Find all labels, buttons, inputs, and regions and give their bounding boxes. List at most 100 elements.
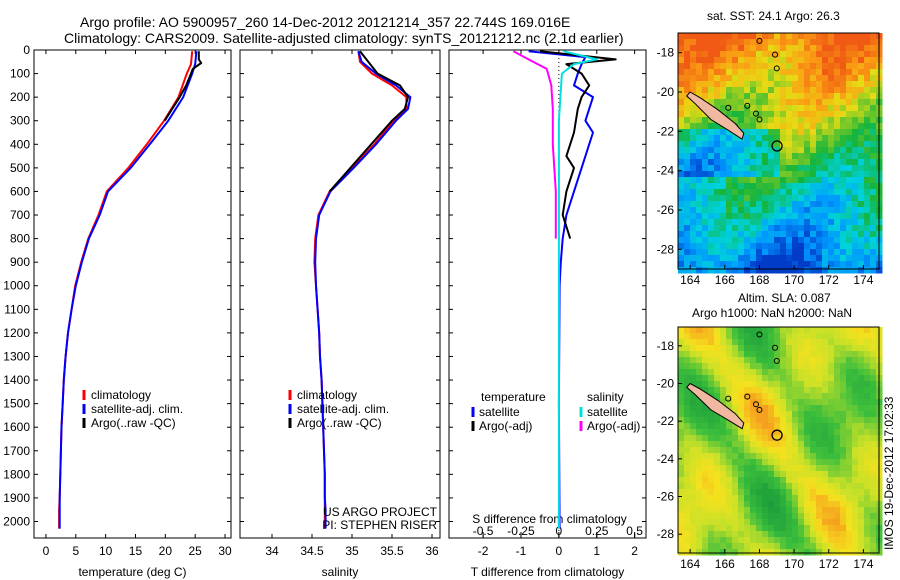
map-cell [690, 465, 697, 472]
x-tick-label: 30 [218, 544, 232, 558]
map-cell [732, 423, 739, 430]
map-cell [768, 447, 775, 454]
map-cell [720, 129, 727, 136]
map-cell [804, 255, 811, 262]
map-cell [858, 201, 865, 208]
map-cell [792, 513, 799, 520]
map-cell [714, 33, 721, 40]
map-cell [714, 483, 721, 490]
map-cell [792, 327, 799, 334]
map-cell [744, 513, 751, 520]
map-cell [702, 255, 709, 262]
map-cell [678, 327, 685, 334]
map-cell [822, 423, 829, 430]
map-cell [828, 513, 835, 520]
map-cell [762, 255, 769, 262]
map-cell [792, 435, 799, 442]
map-cell [714, 537, 721, 544]
map-cell [828, 147, 835, 154]
map-cell [834, 381, 841, 388]
map-cell [696, 477, 703, 484]
map-cell [840, 381, 847, 388]
map-cell [864, 189, 871, 196]
map-cell [870, 375, 877, 382]
map-cell [768, 99, 775, 106]
map-cell [846, 87, 853, 94]
map-cell [816, 537, 823, 544]
map-cell [786, 531, 793, 538]
map-cell [708, 45, 715, 52]
map-cell [768, 357, 775, 364]
map-cell [816, 243, 823, 250]
map-cell [726, 69, 733, 76]
legend-label: satellite-adj. clim. [91, 402, 183, 416]
map-cell [822, 63, 829, 70]
map-cell [870, 237, 877, 244]
map-cell [810, 369, 817, 376]
map-cell [750, 417, 757, 424]
map-cell [846, 243, 853, 250]
map-cell [714, 375, 721, 382]
map-cell [822, 135, 829, 142]
map-cell [840, 117, 847, 124]
map-cell [708, 165, 715, 172]
map-cell [846, 147, 853, 154]
map-cell [678, 243, 685, 250]
map-cell [822, 525, 829, 532]
map-cell [804, 345, 811, 352]
map-cell [828, 543, 835, 550]
map-cell [786, 405, 793, 412]
map-cell [870, 363, 877, 370]
map-cell [762, 417, 769, 424]
map-cell [846, 411, 853, 418]
map-cell [708, 147, 715, 154]
map-cell [840, 231, 847, 238]
map-cell [828, 525, 835, 532]
map-cell [732, 345, 739, 352]
map-cell [828, 111, 835, 118]
map-cell [816, 33, 823, 40]
map-cell [756, 231, 763, 238]
map-cell [786, 387, 793, 394]
map-cell [852, 207, 859, 214]
map-cell [810, 447, 817, 454]
map-cell [732, 513, 739, 520]
map-cell [870, 465, 877, 472]
map-cell [768, 171, 775, 178]
x-axis-label: temperature (deg C) [78, 565, 186, 579]
map-cell [714, 423, 721, 430]
legend-label: Argo(-adj) [479, 419, 532, 433]
map-cell [840, 201, 847, 208]
map-cell [780, 135, 787, 142]
map-cell [714, 45, 721, 52]
header-line-1: Argo profile: AO 5900957_260 14-Dec-2012… [80, 14, 570, 30]
map-cell [678, 81, 685, 88]
map-cell [786, 495, 793, 502]
map-cell [678, 351, 685, 358]
map-cell [726, 339, 733, 346]
map-cell [756, 531, 763, 538]
map-cell [762, 525, 769, 532]
map-cell [816, 501, 823, 508]
map-cell [864, 465, 871, 472]
map-cell [864, 75, 871, 82]
chart-frame [33, 49, 232, 539]
map-cell [678, 129, 685, 136]
map-cell [762, 423, 769, 430]
map-cell [756, 345, 763, 352]
map-cell [840, 351, 847, 358]
map-cell [864, 453, 871, 460]
map-cell [714, 63, 721, 70]
map-cell [744, 189, 751, 196]
x-tick-label: 35.5 [380, 544, 404, 558]
map-cell [786, 501, 793, 508]
map-cell [768, 459, 775, 466]
map-cell [744, 201, 751, 208]
map-cell [690, 519, 697, 526]
map-cell [696, 117, 703, 124]
map-cell [792, 453, 799, 460]
map-cell [750, 363, 757, 370]
map-cell [774, 249, 781, 256]
map-cell [690, 111, 697, 118]
map-cell [702, 339, 709, 346]
